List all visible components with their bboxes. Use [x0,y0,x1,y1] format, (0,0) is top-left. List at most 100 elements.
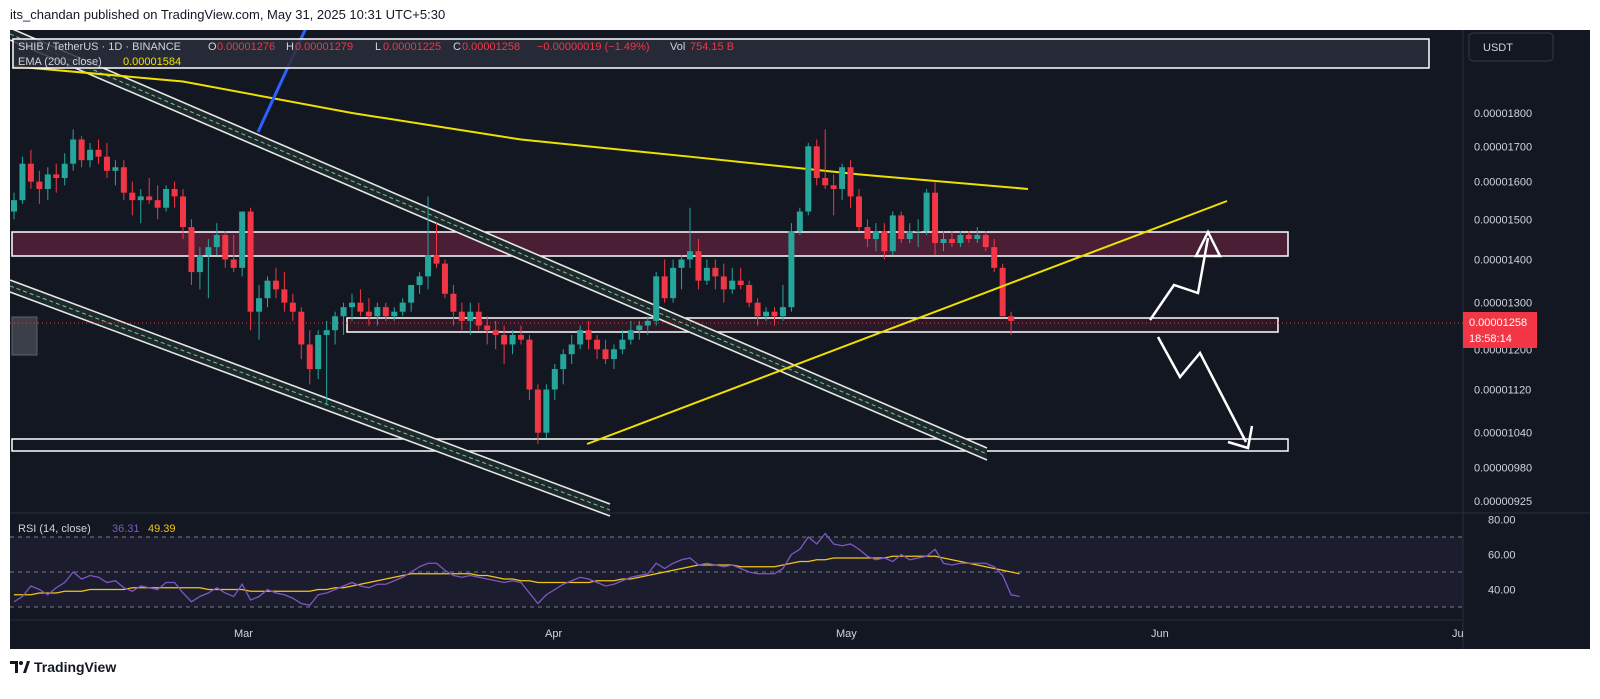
candle-body [560,354,567,370]
candle [95,139,102,164]
chart-svg[interactable]: SHIB / TetherUS · 1D · BINANCE O 0.00001… [9,27,1590,649]
legend-h-value: 0.00001279 [295,41,353,53]
candle-body [298,311,305,345]
candle [129,181,136,216]
legend-o-value: 0.00001276 [217,41,275,53]
candle [779,284,786,321]
candle-body [340,307,347,317]
candle [382,302,389,321]
candle [298,307,305,360]
candle-body [594,339,601,350]
legend-ema-value: 0.00001584 [123,56,181,68]
rsi-layer [13,532,1020,606]
candle [467,302,474,335]
bearish-path-arrow[interactable] [1156,336,1248,443]
candle-body [374,307,381,317]
publisher-text: its_chandan published on TradingView.com… [10,7,446,22]
candle [188,219,195,285]
candle-body [746,284,753,303]
candle [822,129,829,189]
ema-200-line[interactable] [13,65,1029,190]
candle [103,142,110,179]
legend-l-value: 0.00001225 [383,41,441,53]
candle-body [687,251,693,260]
candle [594,334,601,360]
candle [695,239,702,290]
candle [433,223,440,268]
tradingview-logo-icon[interactable] [10,659,30,675]
upper-descending-channel[interactable] [9,27,988,461]
currency-button[interactable]: USDT [1483,42,1513,54]
candle-body [813,146,820,179]
chart-frame[interactable]: SHIB / TetherUS · 1D · BINANCE O 0.00001… [9,27,1590,649]
bullish-arrow-head [1193,229,1223,258]
rsi-ma-line[interactable] [14,555,1020,596]
candle-body [213,235,220,248]
rsi-label[interactable]: RSI (14, close) [18,523,91,535]
rsi-axis[interactable]: 80.00 60.00 40.00 [1488,515,1516,597]
candle-body [678,259,685,268]
candle-body [999,267,1006,317]
footer-brand[interactable]: TradingView [34,659,117,675]
candle-body [95,149,102,157]
candle [889,211,896,256]
lower-descending-channel[interactable] [9,279,611,517]
candle [222,231,229,268]
time-tick-label: Ju [1452,628,1464,640]
candle-body [644,320,651,326]
candle-body [636,325,643,331]
candle [264,276,271,308]
candle [340,302,347,335]
time-tick-label: Apr [545,628,562,640]
candle [416,272,423,294]
candle-body [196,255,203,273]
candle [754,298,761,326]
candle-body [906,231,913,240]
candle [830,174,837,216]
rsi-line[interactable] [13,532,1020,606]
candle [796,207,803,236]
candle-body [915,231,922,233]
candle-body [36,181,43,189]
legend-box [12,38,1430,69]
candle [154,185,161,220]
time-axis[interactable]: Mar Apr May Jun Ju [234,628,1464,640]
candle [932,181,939,256]
candle [484,316,491,345]
legend-ema-label[interactable]: EMA (200, close) [18,56,102,68]
candle-body [180,196,186,228]
candle [661,259,668,303]
candle [501,325,508,365]
candle-body [256,298,263,312]
legend-l-label: L [375,41,381,53]
candle [458,302,465,331]
resistance-zone[interactable] [11,231,1289,257]
candle [585,320,592,350]
rsi-value-1: 36.31 [112,523,140,535]
currency-button-bg[interactable] [1468,32,1554,62]
candle-body [61,163,68,179]
candle-body [585,330,592,340]
legend-symbol[interactable]: SHIB / TetherUS · 1D · BINANCE [18,41,181,53]
candle-body [306,344,313,370]
candle-body [441,263,448,294]
candle [788,223,795,312]
candle [171,181,178,208]
candle [53,163,60,193]
candle [813,139,820,186]
candle-body [610,349,617,360]
bullish-path-arrow[interactable] [1148,237,1210,321]
price-tick-label: 0.00000925 [1474,496,1532,508]
bearish-arrow-head [1227,425,1254,450]
lower-support-zone[interactable] [11,438,1289,452]
candle-body [289,302,296,312]
candle-body [670,267,677,299]
price-axis[interactable]: 0.00001800 0.00001700 0.00001600 0.00001500… [1474,108,1532,508]
candle-body [365,311,372,317]
candle-body [87,149,94,161]
candle-body [188,227,195,273]
candle-body [171,188,178,197]
candle [112,160,119,186]
candle-body [44,174,51,189]
rising-trendline[interactable] [586,200,1228,445]
